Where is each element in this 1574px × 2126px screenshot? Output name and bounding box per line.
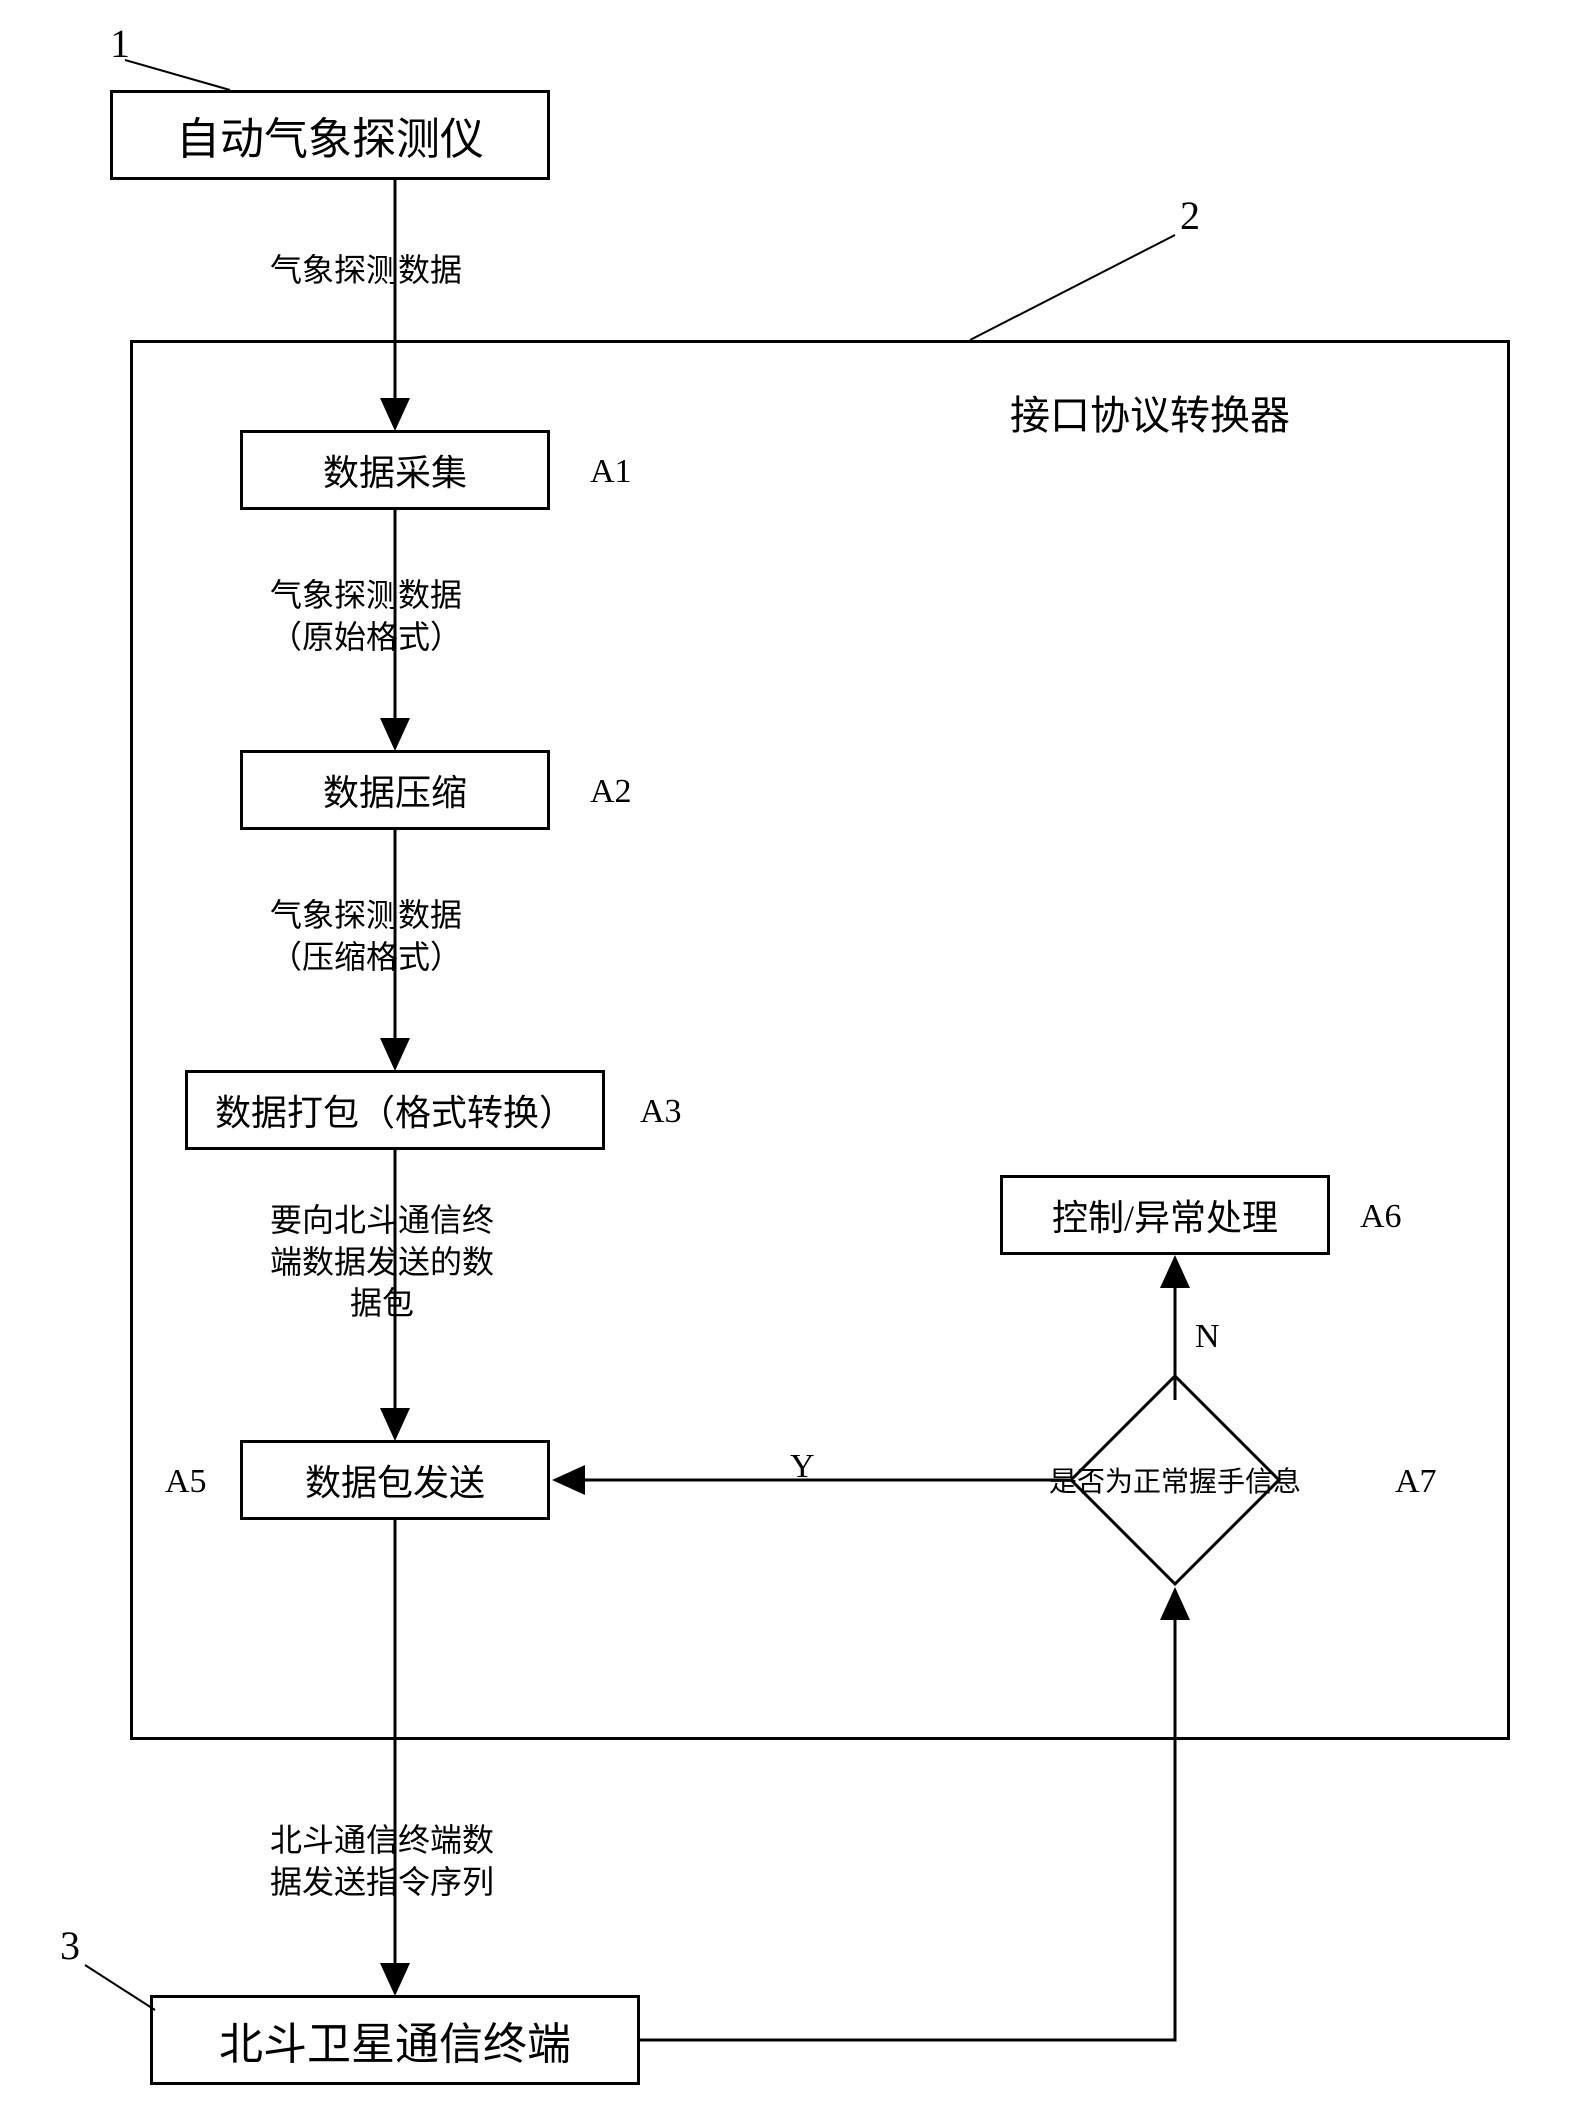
box-a1: 数据采集 (240, 430, 550, 510)
step-label-a1: A1 (590, 450, 632, 494)
box-a6: 控制/异常处理 (1000, 1175, 1330, 1255)
box-a2: 数据压缩 (240, 750, 550, 830)
yes-label: Y (790, 1445, 815, 1489)
step-label-a2: A2 (590, 770, 632, 814)
box-top-label: 自动气象探测仪 (176, 103, 484, 167)
edge-label-4: 要向北斗通信终 端数据发送的数 据包 (270, 1200, 494, 1325)
step-label-a7: A7 (1395, 1460, 1437, 1504)
box-a6-label: 控制/异常处理 (1052, 1189, 1278, 1241)
edge-label-4-line3: 据包 (350, 1285, 414, 1321)
edge-label-2: 气象探测数据 （原始格式） (270, 575, 462, 658)
box-a1-label: 数据采集 (323, 444, 467, 496)
box-a5: 数据包发送 (240, 1440, 550, 1520)
box-a2-label: 数据压缩 (323, 764, 467, 816)
box-top-detector: 自动气象探测仪 (110, 90, 550, 180)
box-a5-label: 数据包发送 (305, 1454, 485, 1506)
no-label: N (1195, 1315, 1220, 1359)
edge-label-5: 北斗通信终端数 据发送指令序列 (270, 1820, 494, 1903)
step-label-a3: A3 (640, 1090, 682, 1134)
edge-label-1: 气象探测数据 (270, 250, 462, 292)
edge-label-3: 气象探测数据 （压缩格式） (270, 895, 462, 978)
step-label-a5: A5 (165, 1460, 207, 1504)
edge-label-3-line2: （压缩格式） (270, 939, 462, 975)
edge-label-5-line1: 北斗通信终端数 (270, 1822, 494, 1858)
callout-1: 1 (110, 18, 130, 70)
edge-label-2-line2: （原始格式） (270, 619, 462, 655)
callout-2: 2 (1180, 190, 1200, 242)
edge-label-4-line2: 端数据发送的数 (270, 1244, 494, 1280)
container-converter (130, 340, 1510, 1740)
edge-label-5-line2: 据发送指令序列 (270, 1864, 494, 1900)
edge-label-3-line1: 气象探测数据 (270, 897, 462, 933)
edge-label-2-line1: 气象探测数据 (270, 577, 462, 613)
callout-3: 3 (60, 1920, 80, 1972)
box-bottom-terminal: 北斗卫星通信终端 (150, 1995, 640, 2085)
edge-label-4-line1: 要向北斗通信终 (270, 1202, 494, 1238)
box-a3-label: 数据打包（格式转换） (215, 1084, 575, 1136)
step-label-a6: A6 (1360, 1195, 1402, 1239)
diamond-a7-text: 是否为正常握手信息 (1035, 1465, 1315, 1501)
box-bottom-label: 北斗卫星通信终端 (219, 2008, 571, 2072)
container-title: 接口协议转换器 (1010, 390, 1290, 442)
box-a3: 数据打包（格式转换） (185, 1070, 605, 1150)
